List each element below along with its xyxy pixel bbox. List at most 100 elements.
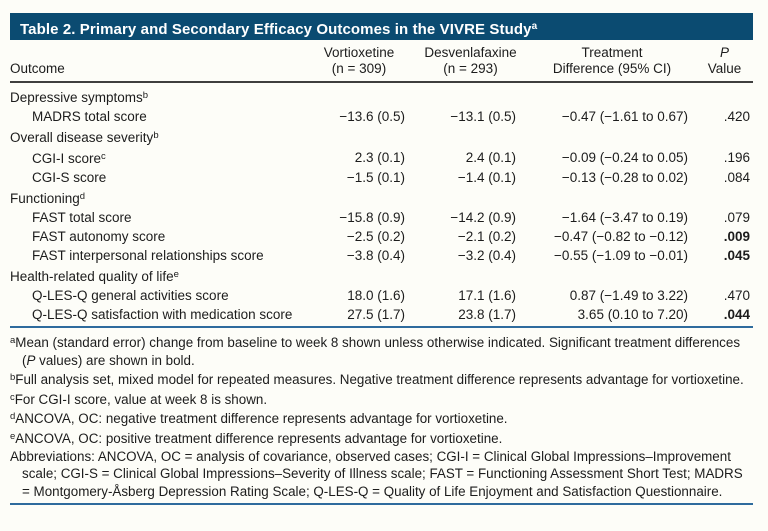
footnote: cFor CGI-I score, value at week 8 is sho…	[10, 391, 268, 407]
footnote-marker: d	[10, 411, 16, 423]
cell-p-value	[696, 265, 753, 286]
footnote-marker: c	[10, 391, 15, 403]
footnote-marker: a	[10, 335, 16, 346]
table-title: Table 2. Primary and Secondary Efficacy …	[20, 21, 537, 38]
cell-p-value: .084	[723, 170, 750, 185]
section-label: Depressive symptomsb	[10, 90, 149, 105]
cell-desvenlafaxine: −1.4 (0.1)	[457, 170, 516, 185]
cell-p-value: .470	[723, 288, 750, 303]
cell-p-value: .044	[723, 307, 750, 322]
outcome-label: Q-LES-Q general activities score	[32, 288, 229, 303]
cell-desvenlafaxine: −13.1 (0.5)	[450, 109, 516, 124]
cell-treatment-difference: −0.09 (−0.24 to 0.05)	[561, 150, 688, 165]
cell-p-value: .196	[723, 150, 750, 165]
cell-treatment-difference	[528, 126, 696, 147]
cell-vortioxetine: −2.5 (0.2)	[346, 229, 405, 244]
cell-p-value	[696, 187, 753, 208]
section-row: Depressive symptomsb	[10, 82, 753, 107]
column-header-label: Vortioxetine	[323, 45, 395, 60]
outcome-label: Q-LES-Q satisfaction with medication sco…	[32, 307, 293, 322]
table-row: FAST autonomy score −2.5 (0.2) −2.1 (0.2) −…	[10, 227, 753, 246]
cell-desvenlafaxine	[413, 265, 528, 286]
cell-vortioxetine: 2.3 (0.1)	[354, 150, 405, 165]
cell-vortioxetine	[305, 126, 413, 147]
cell-vortioxetine	[305, 265, 413, 286]
cell-desvenlafaxine: 17.1 (1.6)	[458, 288, 516, 303]
column-header-sublabel: (n = 309)	[331, 61, 387, 76]
footnote-marker: e	[173, 269, 179, 280]
cell-treatment-difference: −0.47 (−0.82 to −0.12)	[554, 229, 688, 244]
outcome-label: FAST autonomy score	[32, 229, 166, 244]
cell-vortioxetine	[305, 82, 413, 107]
italic-term: P	[26, 352, 36, 368]
cell-treatment-difference	[528, 187, 696, 208]
table-content: Table 2. Primary and Secondary Efficacy …	[10, 0, 753, 506]
table-body: Depressive symptomsb MADRS total score −13…	[10, 82, 753, 324]
cell-treatment-difference	[528, 265, 696, 286]
table-row: CGI-S score −1.5 (0.1) −1.4 (0.1) −0.13 (−0…	[10, 168, 753, 187]
cell-treatment-difference	[528, 82, 696, 107]
section-row: Functioningd	[10, 187, 753, 208]
cell-desvenlafaxine	[413, 187, 528, 208]
footnote: eANCOVA, OC: positive treatment differen…	[10, 430, 503, 446]
footnote-marker: b	[142, 90, 149, 101]
column-header-vortioxetine: Vortioxetine (n = 309)	[305, 42, 413, 83]
cell-p-value	[696, 126, 753, 147]
outcome-label: FAST interpersonal relationships score	[32, 248, 264, 263]
table-row: Q-LES-Q general activities score 18.0 (1.…	[10, 286, 753, 305]
footnote-marker: d	[79, 191, 86, 202]
footnote-marker: b	[10, 372, 16, 384]
footnote-marker: b	[153, 130, 159, 141]
outcome-label: MADRS total score	[32, 109, 147, 124]
cell-desvenlafaxine: −2.1 (0.2)	[457, 229, 516, 244]
column-header-sublabel: Difference (95% CI)	[552, 61, 672, 76]
column-header-sublabel: (n = 293)	[443, 61, 498, 76]
column-header-treatment-difference: Treatment Difference (95% CI)	[528, 42, 696, 83]
column-header-desvenlafaxine: Desvenlafaxine (n = 293)	[413, 42, 528, 83]
cell-desvenlafaxine	[413, 126, 528, 147]
outcome-label: CGI-S score	[32, 170, 107, 185]
table-row: CGI-I scorec 2.3 (0.1) 2.4 (0.1) −0.09 (−0.…	[10, 147, 753, 168]
footnote: bFull analysis set, mixed model for repe…	[10, 372, 744, 388]
table-row: FAST total score −15.8 (0.9) −14.2 (0.9) −1…	[10, 208, 753, 227]
column-header-label: Outcome	[10, 61, 65, 76]
cell-treatment-difference: 0.87 (−1.49 to 3.22)	[569, 288, 688, 303]
footnote-marker: e	[10, 430, 16, 442]
cell-desvenlafaxine: −3.2 (0.4)	[457, 248, 516, 263]
table-row: MADRS total score −13.6 (0.5) −13.1 (0.5) −…	[10, 107, 753, 126]
column-header-label: Treatment	[581, 45, 643, 60]
footnotes: aMean (standard error) change from basel…	[10, 332, 751, 500]
table-title-superscript: a	[531, 21, 538, 32]
table-row: Q-LES-Q satisfaction with medication sco…	[10, 305, 753, 324]
cell-desvenlafaxine: −14.2 (0.9)	[450, 210, 516, 225]
cell-p-value: .009	[723, 229, 750, 244]
efficacy-outcomes-table: Outcome Vortioxetine (n = 309) Desvenlaf…	[10, 42, 753, 324]
cell-vortioxetine: −3.8 (0.4)	[346, 248, 405, 263]
footnote: aMean (standard error) change from basel…	[10, 335, 741, 368]
cell-treatment-difference: −0.55 (−1.09 to −0.01)	[554, 248, 688, 263]
section-label: Health-related quality of lifee	[10, 269, 179, 284]
column-header-sublabel: Value	[707, 61, 742, 76]
cell-treatment-difference: −0.47 (−1.61 to 0.67)	[561, 109, 688, 124]
outcome-label: CGI-I scorec	[32, 151, 106, 166]
column-header-p-value: P Value	[696, 42, 753, 83]
cell-desvenlafaxine: 23.8 (1.7)	[458, 307, 516, 322]
cell-treatment-difference: 3.65 (0.10 to 7.20)	[577, 307, 688, 322]
figure-bottom-rule	[10, 503, 753, 506]
cell-vortioxetine	[305, 187, 413, 208]
cell-desvenlafaxine: 2.4 (0.1)	[465, 150, 516, 165]
footnote: dANCOVA, OC: negative treatment differen…	[10, 411, 508, 427]
section-label: Functioningd	[10, 191, 86, 206]
cell-treatment-difference: −0.13 (−0.28 to 0.02)	[561, 170, 688, 185]
section-label: Overall disease severityb	[10, 130, 159, 145]
cell-p-value: .420	[723, 109, 750, 124]
cell-p-value: .045	[723, 248, 750, 263]
cell-vortioxetine: −13.6 (0.5)	[339, 109, 405, 124]
table-title-text: Table 2. Primary and Secondary Efficacy …	[20, 21, 532, 38]
cell-vortioxetine: −1.5 (0.1)	[346, 170, 405, 185]
header-row: Outcome Vortioxetine (n = 309) Desvenlaf…	[10, 42, 753, 83]
table-bottom-rule	[10, 326, 753, 328]
section-row: Health-related quality of lifee	[10, 265, 753, 286]
column-header-label: Desvenlafaxine	[424, 45, 517, 60]
